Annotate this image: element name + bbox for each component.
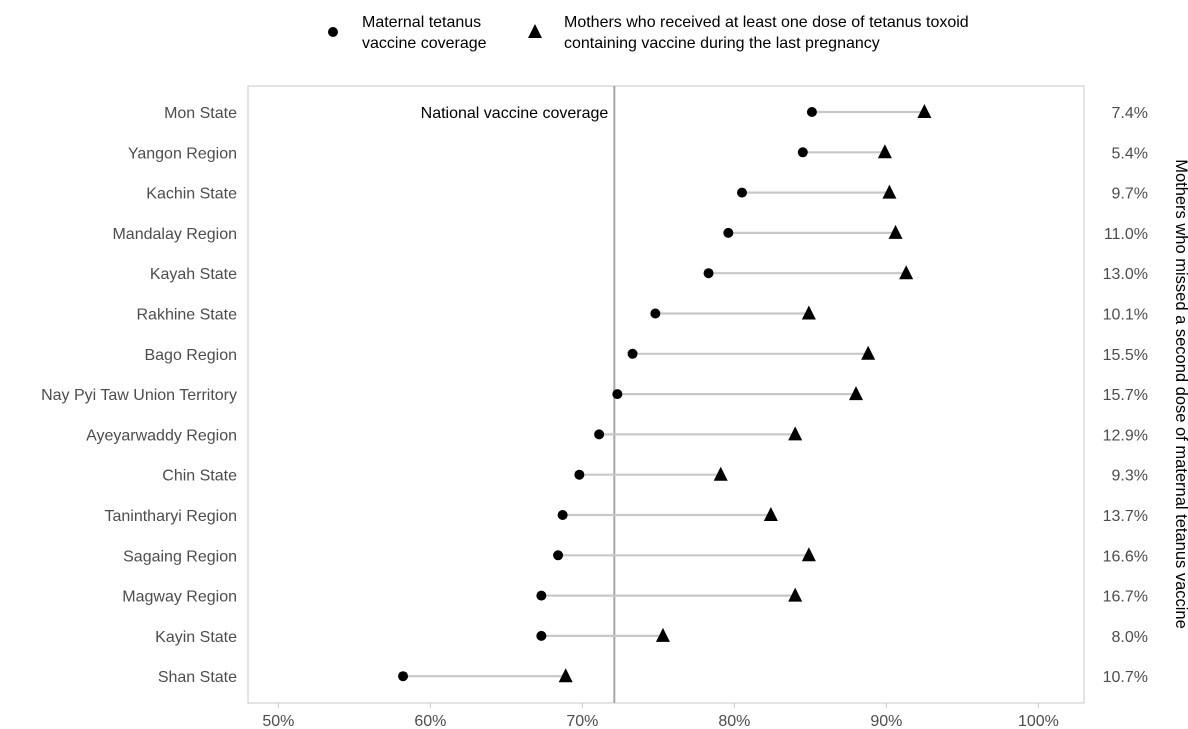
category-label: Bago Region — [144, 347, 237, 364]
category-label: Mon State — [164, 105, 237, 122]
x-tick-label: 80% — [718, 713, 750, 729]
coverage-point — [398, 671, 409, 682]
x-tick-label: 60% — [414, 713, 446, 729]
coverage-point — [557, 510, 568, 520]
coverage-point — [627, 348, 638, 359]
missed-dose-label: 9.7% — [1112, 186, 1148, 203]
missed-dose-label: 9.3% — [1112, 468, 1148, 485]
x-tick-label: 70% — [566, 713, 598, 729]
missed-dose-label: 7.4% — [1112, 105, 1148, 122]
one-dose-point — [861, 345, 876, 360]
coverage-point — [536, 590, 547, 601]
category-label: Chin State — [162, 468, 237, 485]
missed-dose-label: 16.7% — [1103, 589, 1148, 606]
category-label: Tanintharyi Region — [104, 508, 237, 525]
missed-dose-label: 8.0% — [1112, 629, 1148, 646]
coverage-point — [536, 630, 547, 641]
one-dose-point — [801, 547, 816, 562]
missed-dose-label: 12.9% — [1103, 427, 1148, 444]
missed-dose-label: 16.6% — [1103, 548, 1148, 565]
coverage-point — [650, 308, 661, 319]
x-tick-label: 100% — [1018, 713, 1059, 729]
coverage-point — [797, 147, 808, 158]
x-tick-label: 50% — [262, 713, 294, 729]
legend-label-one-dose-line1: Mothers who received at least one dose o… — [564, 14, 969, 31]
legend-triangle-icon — [528, 24, 542, 38]
coverage-point — [594, 429, 605, 440]
category-label: Kayin State — [155, 629, 237, 646]
category-label: Yangon Region — [128, 145, 237, 162]
missed-dose-label: 15.7% — [1103, 387, 1148, 404]
category-label: Shan State — [158, 669, 237, 686]
coverage-point — [806, 107, 817, 117]
plot-frame — [247, 85, 1085, 704]
category-label: Nay Pyi Taw Union Territory — [41, 387, 237, 404]
coverage-point — [703, 268, 714, 279]
one-dose-point — [713, 466, 728, 481]
one-dose-point — [888, 224, 903, 239]
coverage-point — [574, 469, 585, 480]
missed-dose-label: 13.7% — [1103, 508, 1148, 525]
reference-line-label: National vaccine coverage — [421, 105, 609, 122]
one-dose-point — [917, 104, 932, 118]
category-label: Kayah State — [150, 266, 237, 283]
category-label: Rakhine State — [136, 307, 237, 324]
one-dose-point — [849, 386, 863, 401]
missed-dose-label: 11.0% — [1104, 226, 1148, 243]
category-label: Sagaing Region — [123, 548, 237, 565]
legend-label-coverage-line1: Maternal tetanus — [362, 14, 481, 31]
legend-label-one-dose-line2: containing vaccine during the last pregn… — [564, 35, 880, 52]
category-label: Mandalay Region — [112, 226, 237, 243]
one-dose-point — [788, 426, 803, 441]
missed-dose-label: 15.5% — [1103, 347, 1148, 364]
one-dose-point — [788, 587, 803, 602]
coverage-point — [737, 187, 747, 198]
x-tick-label: 90% — [870, 713, 902, 729]
right-axis-title: Mothers who missed a second dose of mate… — [1172, 159, 1188, 629]
category-label: Magway Region — [122, 589, 237, 606]
coverage-point — [553, 550, 564, 561]
one-dose-point — [763, 507, 778, 521]
coverage-point — [612, 389, 623, 400]
one-dose-point — [655, 627, 670, 642]
one-dose-point — [899, 265, 914, 280]
missed-dose-label: 10.7% — [1103, 669, 1148, 686]
one-dose-point — [801, 305, 816, 320]
missed-dose-label: 5.4% — [1112, 145, 1148, 162]
one-dose-point — [882, 184, 897, 199]
one-dose-point — [877, 144, 892, 159]
category-label: Kachin State — [146, 186, 237, 203]
missed-dose-label: 13.0% — [1103, 266, 1148, 283]
legend-circle-icon — [328, 27, 338, 37]
category-label: Ayeyarwaddy Region — [86, 427, 237, 444]
coverage-point — [723, 227, 734, 238]
legend-label-coverage-line2: vaccine coverage — [362, 35, 487, 52]
missed-dose-label: 10.1% — [1103, 307, 1148, 324]
one-dose-point — [558, 668, 573, 683]
